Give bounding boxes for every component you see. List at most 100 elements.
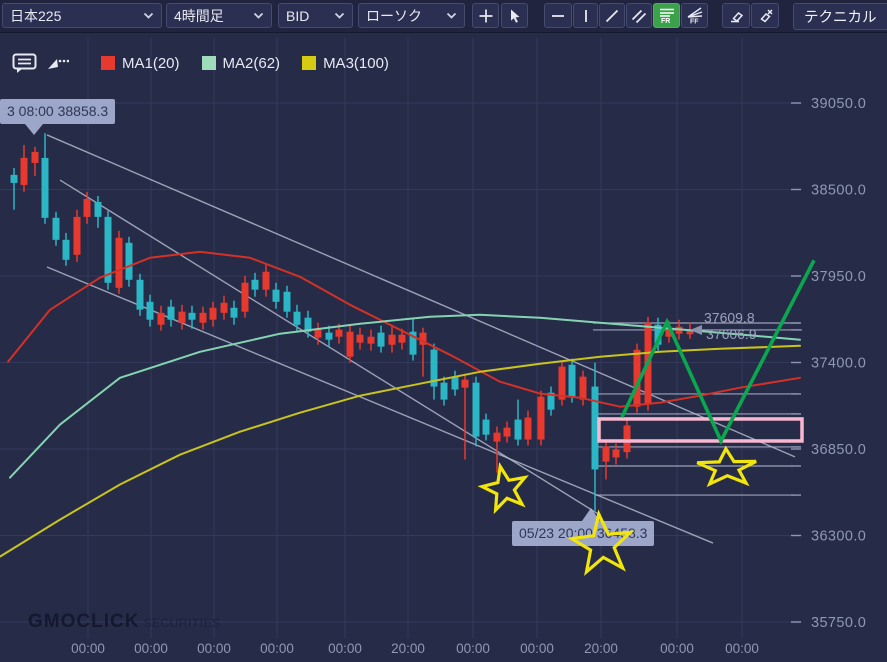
- legend-label-ma1: MA1(20): [122, 54, 180, 72]
- candle-body: [419, 332, 427, 345]
- candle-body: [568, 364, 576, 397]
- candle-body: [579, 376, 587, 400]
- candle-body: [251, 279, 259, 290]
- legend-item-ma2: MA2(62): [201, 54, 281, 72]
- horizontal-line-tool-button[interactable]: [544, 3, 572, 28]
- chart-toolbar: 日本225 4時間足 BID ローソク FR FF テクニカル: [0, 0, 887, 33]
- x-axis-label: 00:00: [456, 641, 490, 656]
- dropdown-price-side[interactable]: BID: [278, 3, 353, 28]
- candle-body: [157, 312, 165, 325]
- tooltip-pointer-up: [582, 508, 600, 521]
- gmo-click-watermark: GMOCLICK SECURITIES: [28, 611, 220, 633]
- candle-body: [167, 306, 175, 320]
- candle-body: [178, 311, 186, 323]
- candle-body: [293, 311, 301, 325]
- watermark-suffix: SECURITIES: [143, 616, 221, 630]
- legend-swatch-ma2: [201, 56, 216, 70]
- dropdown-price-side-value: BID: [286, 7, 310, 24]
- parallel-lines-tool-button[interactable]: [626, 3, 652, 28]
- candle-body: [262, 271, 270, 290]
- candle-body: [41, 157, 49, 218]
- candle-body: [388, 334, 396, 345]
- ma-legend-items: MA1(20) MA2(62) MA3(100): [79, 55, 389, 72]
- candle-body: [304, 317, 312, 332]
- technical-indicators-button[interactable]: テクニカル: [793, 3, 887, 30]
- cursor-tool-button[interactable]: [501, 3, 528, 28]
- low-point-tooltip: 05/23 20:00 36458.3: [512, 508, 655, 546]
- parallel-lines-icon: [631, 8, 647, 24]
- candle-body: [325, 332, 333, 340]
- x-axis-label: 20:00: [584, 641, 618, 656]
- dropdown-symbol-value: 日本225: [10, 7, 62, 24]
- trendline-drawing[interactable]: [59, 179, 601, 516]
- bid-price-label: 37606.9: [706, 326, 757, 342]
- candle-body: [514, 419, 522, 440]
- x-axis-label: 00:00: [725, 641, 759, 656]
- candle-body: [409, 331, 417, 355]
- x-axis-label: 00:00: [134, 641, 168, 656]
- trendline-drawing[interactable]: [46, 134, 796, 458]
- watermark-brand: GMOCLICK: [28, 611, 140, 632]
- candle-body: [633, 349, 641, 407]
- svg-text:FR: FR: [661, 18, 670, 24]
- candle-body: [125, 242, 133, 280]
- candle-body: [451, 376, 459, 390]
- low-point-tooltip-text: 05/23 20:00 36458.3: [519, 525, 648, 541]
- candle-body: [493, 432, 501, 442]
- y-axis-label: 37950.0: [811, 269, 866, 285]
- candle-body: [62, 239, 70, 260]
- trend-line-tool-button[interactable]: [599, 3, 625, 28]
- comment-icon[interactable]: [12, 53, 37, 74]
- x-axis-label: 00:00: [197, 641, 231, 656]
- candle-body: [558, 366, 566, 400]
- vertical-line-tool-button[interactable]: [573, 3, 598, 28]
- candle-body: [612, 449, 620, 458]
- candle-body: [220, 302, 228, 313]
- candle-body: [115, 237, 123, 288]
- x-axis-label: 20:00: [391, 641, 425, 656]
- candle-body: [524, 417, 532, 440]
- cursor-icon: [507, 8, 523, 24]
- candle-body: [356, 334, 364, 343]
- candle-body: [398, 334, 406, 343]
- dropdown-chart-type[interactable]: ローソク: [358, 3, 465, 28]
- candle-body: [136, 279, 144, 310]
- candle-body: [52, 217, 60, 240]
- fibonacci-fan-icon: FF: [686, 7, 704, 24]
- candle-body: [547, 392, 555, 410]
- tooltip-pointer-down: [25, 124, 43, 135]
- candle-body: [10, 174, 18, 183]
- horizontal-line-icon: [550, 8, 566, 24]
- cursor-marker-icon[interactable]: [47, 56, 69, 71]
- eraser-tool-button[interactable]: [722, 3, 750, 28]
- candle-body: [623, 425, 631, 453]
- candle-body: [83, 198, 91, 217]
- candle-body: [430, 349, 438, 387]
- candle-body: [602, 446, 610, 462]
- candle-body: [73, 216, 81, 255]
- candle-body: [377, 332, 385, 347]
- dropdown-timeframe[interactable]: 4時間足: [166, 3, 272, 28]
- candle-body: [503, 427, 511, 437]
- crosshair-tool-button[interactable]: [472, 3, 499, 28]
- fibonacci-retracement-tool-button[interactable]: FR: [653, 3, 680, 28]
- erase-all-tool-button[interactable]: [751, 3, 779, 28]
- erase-all-icon: [757, 8, 774, 24]
- legend-swatch-ma1: [101, 56, 115, 70]
- dropdown-timeframe-value: 4時間足: [174, 7, 224, 24]
- fibonacci-retracement-icon: FR: [658, 7, 676, 24]
- candle-body: [272, 289, 280, 302]
- indicator-legend: MA1(20) MA2(62) MA3(100): [12, 52, 389, 74]
- dropdown-chart-type-value: ローソク: [366, 7, 422, 24]
- candle-body: [209, 307, 217, 320]
- trend-line-icon: [604, 8, 620, 24]
- dropdown-symbol[interactable]: 日本225: [2, 3, 162, 28]
- y-axis-label: 36850.0: [811, 442, 866, 458]
- legend-label-ma2: MA2(62): [222, 54, 281, 72]
- fibonacci-fan-tool-button[interactable]: FF: [681, 3, 708, 28]
- candle-body: [472, 382, 480, 437]
- x-axis-label: 00:00: [520, 641, 554, 656]
- candle-body: [367, 336, 375, 344]
- eraser-icon: [728, 8, 745, 24]
